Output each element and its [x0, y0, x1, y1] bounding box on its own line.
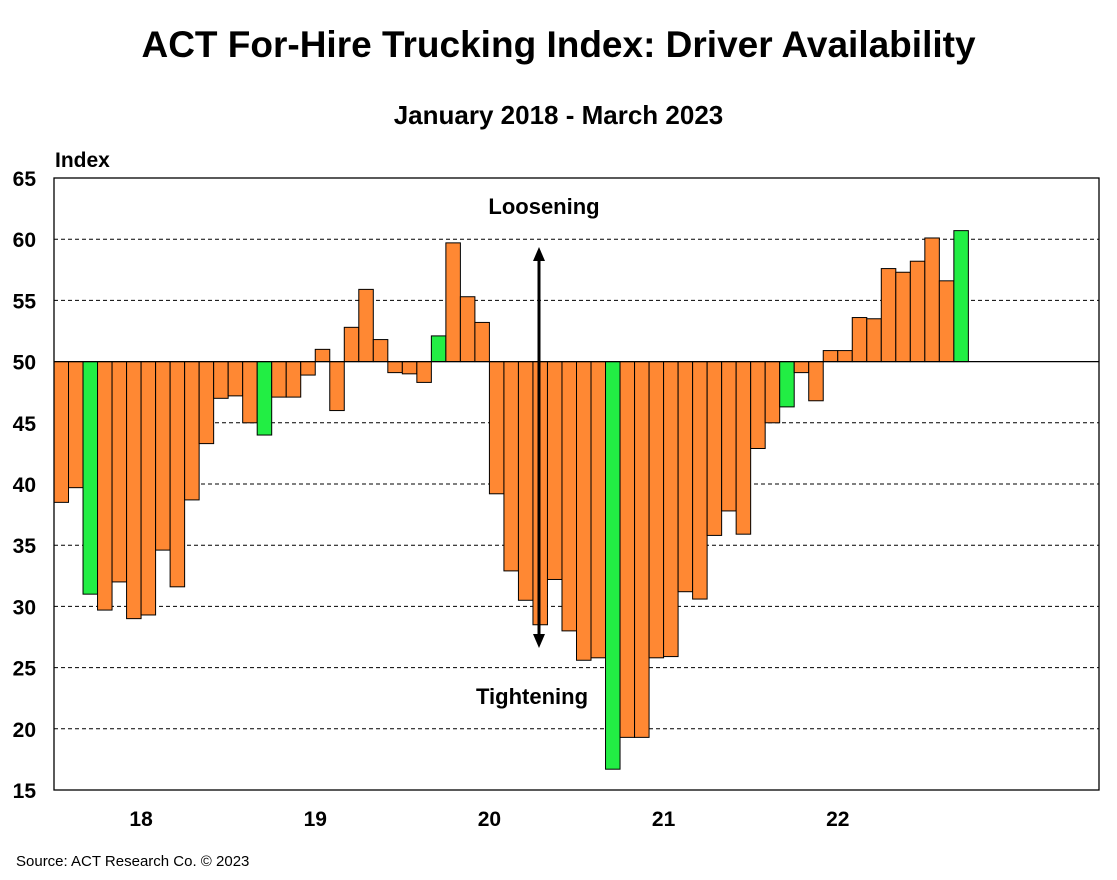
arrow-up-head [533, 247, 545, 261]
bar [576, 361, 592, 661]
bar [648, 361, 665, 659]
bar-highlight [779, 361, 795, 408]
bar [808, 361, 824, 402]
bar [909, 260, 926, 363]
bar [837, 350, 853, 363]
bar [416, 361, 432, 383]
y-tick-label: 35 [13, 535, 37, 558]
x-tick-label: 18 [129, 808, 153, 831]
bar [924, 237, 940, 363]
bar [213, 361, 229, 399]
bar [692, 361, 708, 600]
bar [126, 361, 142, 620]
y-axis-label: Index [55, 149, 110, 172]
bar [793, 361, 810, 374]
bar [329, 361, 345, 412]
bar [735, 361, 752, 535]
bar [314, 348, 331, 363]
bar [445, 242, 461, 363]
bar [387, 361, 403, 374]
bar [546, 361, 563, 580]
plot-frame [53, 177, 1100, 791]
arrow-down-head [533, 634, 545, 648]
bar [517, 361, 534, 601]
bar [227, 361, 244, 397]
source-note: Source: ACT Research Co. © 2023 [16, 853, 250, 870]
bar [242, 361, 258, 424]
bar [938, 280, 955, 363]
x-tick-label: 22 [826, 808, 849, 831]
bar [358, 288, 374, 363]
bar [851, 317, 868, 363]
y-tick-label: 45 [13, 413, 37, 436]
annotation-tightening: Tightening [476, 684, 588, 709]
bar-highlight [82, 361, 99, 595]
chart-subtitle: January 2018 - March 2023 [393, 100, 724, 130]
annotation-loosening: Loosening [488, 194, 599, 219]
bar [634, 361, 650, 738]
bars [53, 230, 969, 770]
bar [300, 361, 316, 376]
bar [198, 361, 215, 445]
x-tick-label: 20 [478, 808, 501, 831]
bar [53, 361, 70, 503]
bar-highlight [256, 361, 273, 436]
bar [401, 361, 418, 375]
bar [619, 361, 636, 738]
bar [97, 361, 113, 611]
y-tick-label: 65 [13, 168, 37, 191]
bar [271, 361, 287, 398]
bar [184, 361, 200, 501]
y-tick-label: 40 [13, 474, 36, 497]
bar [111, 361, 128, 583]
y-tick-label: 60 [13, 229, 36, 252]
bar [721, 361, 737, 512]
bar-highlight [430, 335, 447, 363]
y-tick-label: 15 [13, 780, 37, 803]
bar [474, 321, 490, 363]
bar [343, 326, 360, 363]
y-axis-ticks: 65 60 55 50 45 40 35 30 25 20 15 [13, 168, 37, 803]
bar [663, 361, 679, 658]
bar [372, 339, 389, 363]
y-tick-label: 20 [13, 719, 36, 742]
bar [155, 361, 171, 551]
bar [764, 361, 781, 424]
x-tick-label: 19 [304, 808, 327, 831]
bar [895, 271, 911, 363]
bar-highlight [953, 230, 969, 363]
bar-highlight [605, 361, 621, 770]
y-tick-label: 55 [13, 290, 37, 313]
bar [503, 361, 519, 572]
bar [706, 361, 723, 536]
bar [68, 361, 84, 489]
y-tick-label: 25 [13, 658, 37, 681]
bar [866, 318, 882, 363]
bar [285, 361, 302, 398]
bar [459, 296, 476, 363]
bar [822, 350, 839, 363]
bar [561, 361, 577, 632]
bar [590, 361, 607, 659]
bar [750, 361, 766, 450]
bar [677, 361, 694, 593]
bar [169, 361, 186, 588]
bar [488, 361, 505, 495]
y-tick-label: 50 [13, 352, 36, 375]
annotations: Loosening Tightening [476, 194, 600, 709]
x-axis-ticks: 18 19 20 21 22 [129, 808, 849, 831]
bar [140, 361, 157, 616]
y-tick-label: 30 [13, 596, 36, 619]
x-tick-label: 21 [652, 808, 676, 831]
chart-title: ACT For-Hire Trucking Index: Driver Avai… [141, 24, 976, 65]
bar [880, 268, 897, 363]
